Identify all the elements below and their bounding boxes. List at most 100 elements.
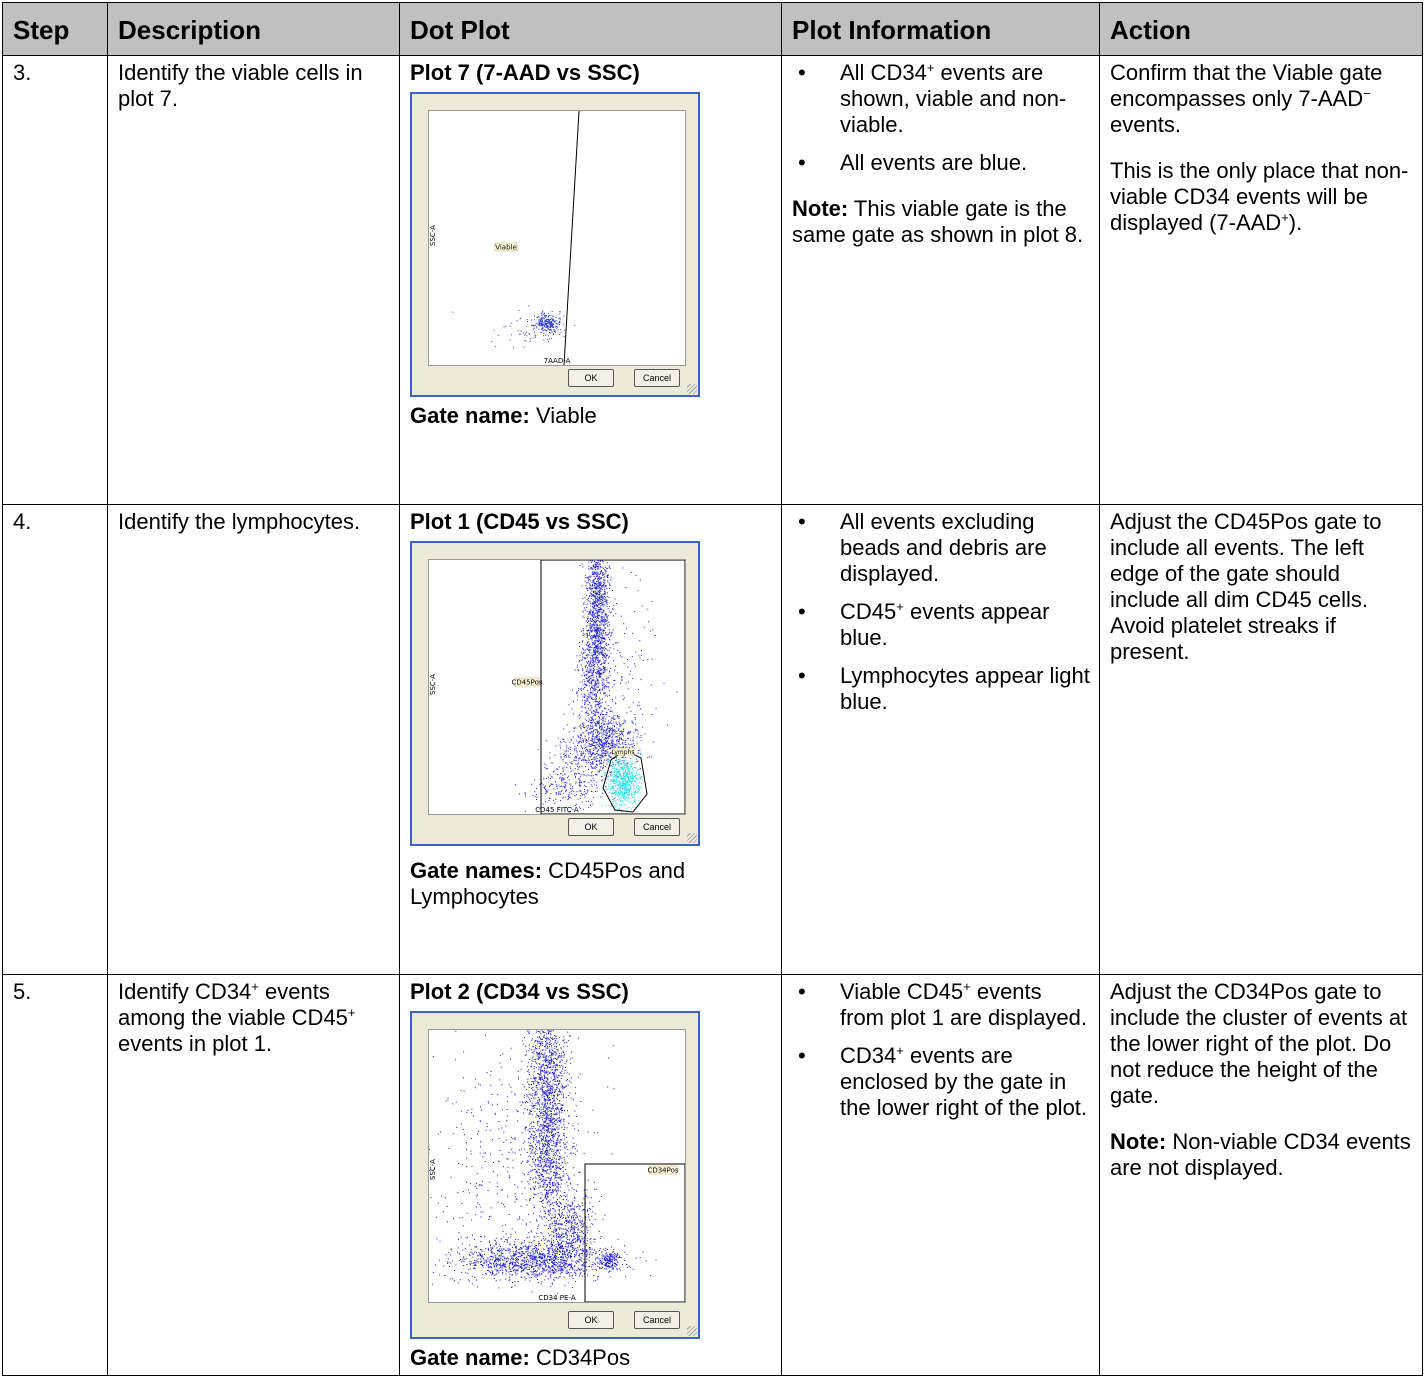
event-dot <box>639 782 640 783</box>
resize-grip-icon[interactable] <box>687 833 697 843</box>
event-dot <box>605 660 606 661</box>
event-dot <box>641 679 642 680</box>
event-dot <box>540 1073 541 1074</box>
event-dot <box>588 721 589 722</box>
event-dot <box>597 683 598 684</box>
event-dot <box>617 790 618 791</box>
event-dot <box>589 639 590 640</box>
event-dot <box>569 783 570 784</box>
y-axis-label: SSC-A <box>429 674 437 695</box>
event-dot <box>619 772 620 773</box>
event-dot <box>600 566 601 567</box>
event-dot <box>600 757 601 758</box>
event-dot <box>539 1053 540 1054</box>
event-dot <box>606 621 607 622</box>
event-dot <box>606 615 607 616</box>
event-dot <box>599 587 600 588</box>
event-dot <box>612 729 613 730</box>
event-dot <box>551 1086 552 1087</box>
event-dot <box>573 1099 574 1100</box>
event-dot <box>606 755 607 756</box>
event-dot <box>511 334 512 335</box>
event-dot <box>601 719 602 720</box>
event-dot <box>591 755 592 756</box>
event-dot <box>538 1115 539 1116</box>
event-dot <box>594 740 595 741</box>
ok-button[interactable]: OK <box>568 369 614 387</box>
event-dot <box>633 794 634 795</box>
event-dot <box>593 614 594 615</box>
event-dot <box>566 782 567 783</box>
event-dot <box>572 761 573 762</box>
resize-grip-icon[interactable] <box>687 384 697 394</box>
event-dot <box>528 1062 529 1063</box>
event-dot <box>558 1051 559 1052</box>
dot-plot-7[interactable]: Viable SSC-A 7AAD-A <box>429 111 685 365</box>
event-dot <box>566 767 567 768</box>
event-dot <box>606 724 607 725</box>
event-dot <box>596 594 597 595</box>
event-dot <box>550 1085 551 1086</box>
event-dot <box>536 1032 537 1033</box>
event-dot <box>552 784 553 785</box>
event-dot <box>635 785 636 786</box>
event-dot <box>595 747 596 748</box>
event-dot <box>599 643 600 644</box>
event-dot <box>591 568 592 569</box>
event-dot <box>586 775 587 776</box>
dot-plot-1[interactable]: CD45Pos Lymphs SSC-A CD45 FITC-A <box>429 560 685 814</box>
event-dot <box>583 649 584 650</box>
event-dot <box>605 753 606 754</box>
event-dot <box>589 646 590 647</box>
event-dot <box>593 726 594 727</box>
event-dot <box>619 789 620 790</box>
event-dot <box>542 1146 543 1147</box>
event-dot <box>628 779 629 780</box>
event-dot <box>632 757 633 758</box>
event-dot <box>601 632 602 633</box>
event-dot <box>592 699 593 700</box>
event-dot <box>628 778 629 779</box>
event-dot <box>524 347 525 348</box>
event-dot <box>602 680 603 681</box>
event-dot <box>617 741 618 742</box>
event-dot <box>613 716 614 717</box>
event-dot <box>552 1080 553 1081</box>
event-dot <box>623 776 624 777</box>
event-dot <box>608 742 609 743</box>
event-dot <box>565 1070 566 1071</box>
event-dot <box>609 632 610 633</box>
event-dot <box>640 768 641 769</box>
event-dot <box>581 742 582 743</box>
event-dot <box>599 611 600 612</box>
event-dot <box>553 1087 554 1088</box>
event-dot <box>561 1110 562 1111</box>
event-dot <box>605 613 606 614</box>
cancel-button[interactable]: Cancel <box>634 369 680 387</box>
event-dot <box>573 701 574 702</box>
event-dot <box>602 683 603 684</box>
dot-plot-2[interactable]: CD34Pos SSC-A CD34 PE-A <box>429 1030 685 1302</box>
event-dot <box>588 677 589 678</box>
event-dot <box>567 799 568 800</box>
event-dot <box>543 333 544 334</box>
event-dot <box>604 755 605 756</box>
event-dot <box>594 759 595 760</box>
event-dot <box>542 1060 543 1061</box>
cancel-button[interactable]: Cancel <box>634 818 680 836</box>
event-dot <box>612 762 613 763</box>
event-dot <box>605 708 606 709</box>
event-dot <box>538 1066 539 1067</box>
event-dot <box>597 583 598 584</box>
event-dot <box>595 774 596 775</box>
event-dot <box>577 691 578 692</box>
event-dot <box>542 1161 543 1162</box>
event-dot <box>604 688 605 689</box>
ok-button[interactable]: OK <box>568 818 614 836</box>
event-dot <box>533 1078 534 1079</box>
event-dot <box>607 568 608 569</box>
event-dot <box>571 739 572 740</box>
event-dot <box>537 1123 538 1124</box>
event-dot <box>631 761 632 762</box>
event-dot <box>549 329 550 330</box>
